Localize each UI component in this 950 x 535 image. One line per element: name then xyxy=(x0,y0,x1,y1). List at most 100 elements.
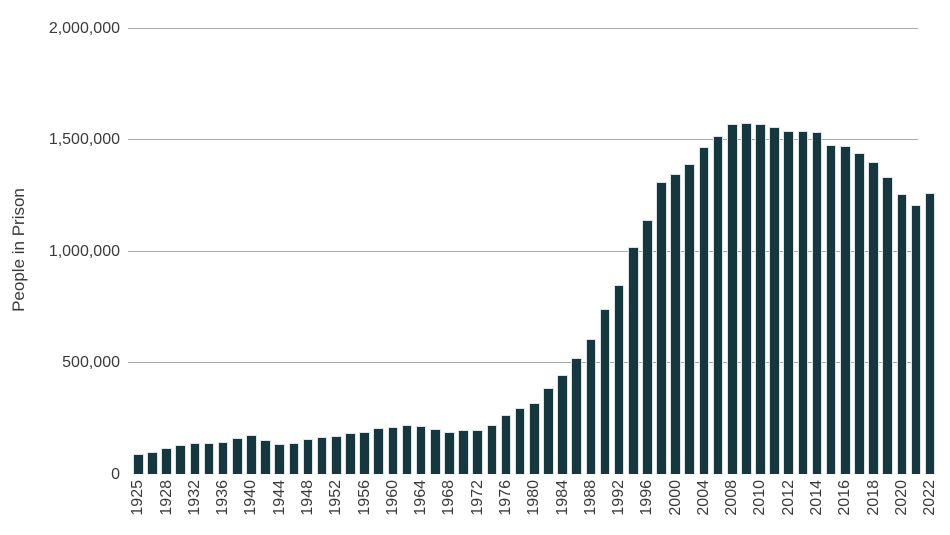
x-tick-cell xyxy=(628,480,639,532)
bar-1946 xyxy=(288,442,300,474)
x-tick-label-1932: 1932 xyxy=(185,480,203,516)
bar-1994 xyxy=(627,247,639,474)
bar-1956 xyxy=(359,431,370,474)
bar-1990 xyxy=(599,309,611,474)
bar-1960 xyxy=(387,426,399,474)
x-tick-cell xyxy=(911,480,922,532)
bar-1976 xyxy=(500,415,512,474)
x-tick-cell: 1928 xyxy=(158,480,175,532)
bar-1934 xyxy=(203,443,215,474)
bar-1984 xyxy=(557,375,568,474)
x-tick-label-2000: 2000 xyxy=(666,480,684,516)
x-tick-cell: 2010 xyxy=(751,480,768,532)
x-tick-cell xyxy=(260,480,271,532)
x-tick-cell xyxy=(798,480,809,532)
x-tick-cell: 1992 xyxy=(610,480,627,532)
x-tick-label-1940: 1940 xyxy=(242,480,260,516)
x-tick-label-2016: 2016 xyxy=(836,480,854,516)
x-tick-cell xyxy=(147,480,158,532)
x-tick-cell: 1940 xyxy=(242,480,259,532)
bar-2019 xyxy=(882,177,894,474)
x-tick-label-1956: 1956 xyxy=(355,480,373,516)
gridline-1500000 xyxy=(128,139,918,140)
bar-2012 xyxy=(783,130,795,474)
bar-1966 xyxy=(429,429,441,474)
x-tick-cell: 2012 xyxy=(780,480,797,532)
bar-1998 xyxy=(656,181,667,474)
x-tick-cell: 1980 xyxy=(525,480,542,532)
y-tick-label: 2,000,000 xyxy=(48,19,120,37)
x-tick-cell: 1956 xyxy=(356,480,373,532)
x-tick-cell: 1976 xyxy=(497,480,514,532)
x-tick-label-1996: 1996 xyxy=(638,480,656,516)
x-tick-cell xyxy=(713,480,724,532)
x-tick-cell: 2018 xyxy=(865,480,882,532)
bar-1925 xyxy=(133,453,144,474)
bar-1954 xyxy=(345,433,356,474)
x-tick-label-1976: 1976 xyxy=(496,480,514,516)
bar-1980 xyxy=(528,402,540,474)
bar-2021 xyxy=(910,205,922,474)
y-tick-label: 1,500,000 xyxy=(48,131,120,148)
x-tick-cell: 1932 xyxy=(186,480,203,532)
x-tick-label-1992: 1992 xyxy=(610,480,628,516)
x-tick-cell: 1948 xyxy=(299,480,316,532)
x-tick-label-1984: 1984 xyxy=(553,480,571,516)
x-tick-cell: 2000 xyxy=(667,480,684,532)
x-tick-label-1952: 1952 xyxy=(327,480,345,516)
gridline-2000000 xyxy=(128,27,918,29)
bar-2009 xyxy=(741,123,752,474)
x-tick-label-2014: 2014 xyxy=(808,480,826,516)
bar-2015 xyxy=(825,145,837,474)
x-tick-label-1968: 1968 xyxy=(440,480,458,516)
x-tick-cell xyxy=(345,480,356,532)
x-tick-cell xyxy=(684,480,695,532)
x-tick-cell: 1968 xyxy=(440,480,457,532)
x-tick-cell xyxy=(769,480,780,532)
x-tick-label-1960: 1960 xyxy=(383,480,401,516)
bar-1982 xyxy=(543,388,554,474)
x-tick-label-1928: 1928 xyxy=(157,480,175,516)
x-tick-cell: 1988 xyxy=(582,480,599,532)
x-tick-cell xyxy=(289,480,300,532)
x-tick-cell xyxy=(543,480,554,532)
bar-1958 xyxy=(373,428,384,474)
bar-1948 xyxy=(302,439,314,474)
x-tick-label-1980: 1980 xyxy=(525,480,543,516)
bar-1952 xyxy=(330,436,342,474)
bar-series xyxy=(133,28,936,474)
x-tick-label-1948: 1948 xyxy=(298,480,316,516)
x-tick-label-1925: 1925 xyxy=(129,480,147,516)
x-axis-tick-labels: 1925 1928 1932 1936 1940 1944 1948 1952 1956 1960… xyxy=(129,480,938,532)
bar-2011 xyxy=(769,127,780,474)
x-tick-cell xyxy=(175,480,186,532)
x-tick-cell: 2008 xyxy=(723,480,740,532)
bar-1932 xyxy=(189,443,201,474)
x-tick-cell xyxy=(373,480,384,532)
x-tick-cell: 1972 xyxy=(469,480,486,532)
x-tick-cell: 1944 xyxy=(271,480,288,532)
x-tick-cell: 1936 xyxy=(214,480,231,532)
bar-2022 xyxy=(924,193,936,474)
bar-1962 xyxy=(401,425,413,474)
x-tick-cell xyxy=(317,480,328,532)
bar-1940 xyxy=(246,435,257,474)
bar-1928 xyxy=(161,448,172,474)
x-tick-cell xyxy=(487,480,498,532)
x-tick-cell: 2014 xyxy=(808,480,825,532)
x-tick-cell xyxy=(515,480,526,532)
bar-2016 xyxy=(840,146,851,474)
bar-1978 xyxy=(514,408,526,474)
bar-1986 xyxy=(571,357,582,474)
bar-1950 xyxy=(316,436,328,474)
bar-1942 xyxy=(260,440,271,474)
x-tick-cell xyxy=(232,480,243,532)
x-tick-cell: 1984 xyxy=(554,480,571,532)
x-tick-cell xyxy=(430,480,441,532)
x-tick-label-2004: 2004 xyxy=(694,480,712,516)
x-tick-label-1944: 1944 xyxy=(270,480,288,516)
bar-1972 xyxy=(472,430,483,474)
x-tick-cell: 2016 xyxy=(836,480,853,532)
bar-2000 xyxy=(670,174,681,474)
